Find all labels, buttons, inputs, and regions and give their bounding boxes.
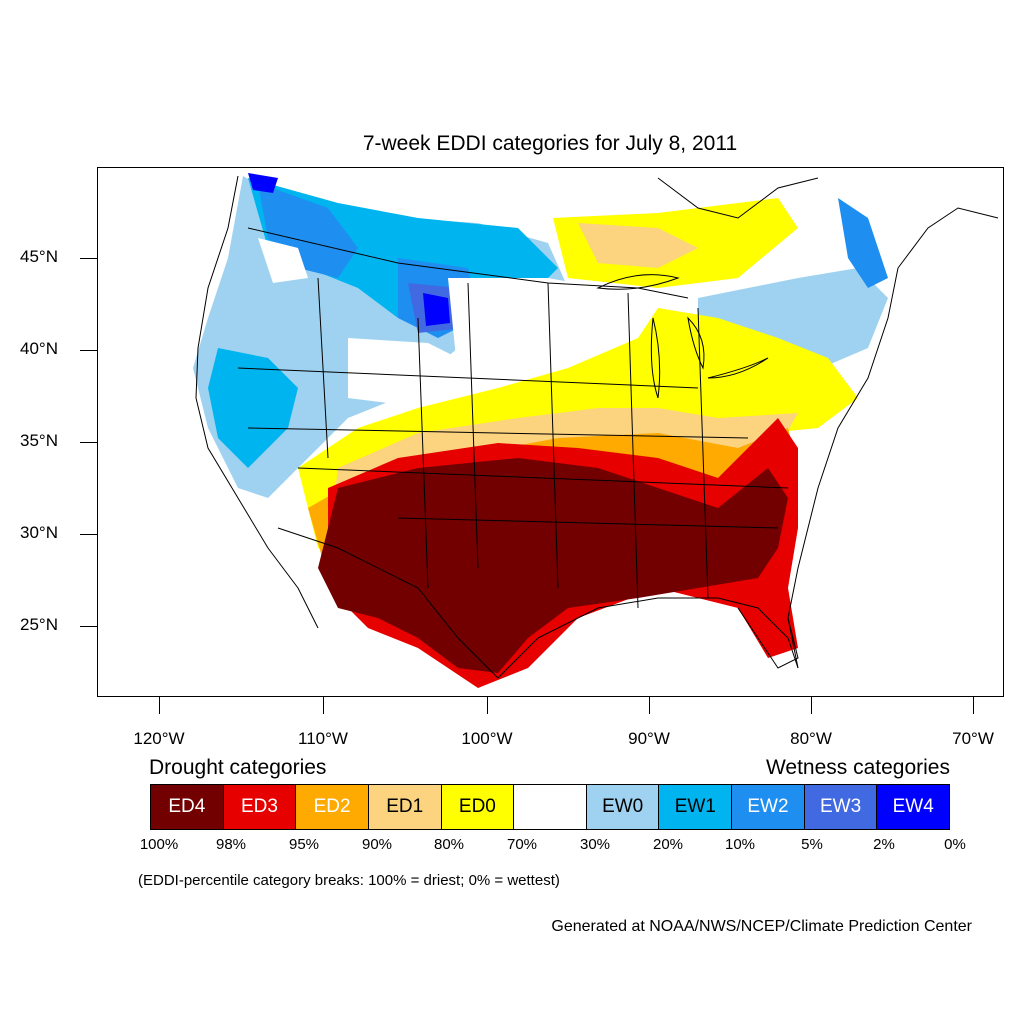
pct-label: 80% [433,836,465,853]
lake-erie [707,357,769,379]
legend-ew2: EW2 [732,785,805,829]
lon-tick-90 [649,697,650,714]
region-white-southwest [228,488,298,588]
wetness-heading: Wetness categories [765,756,950,779]
region-ed1-north [578,223,698,268]
florida [737,607,799,669]
lon-label-120: 120°W [133,729,185,748]
legend-ew1: EW1 [659,785,733,829]
eddi-map [97,167,1004,697]
lat-label-45: 45°N [20,247,58,266]
map-title: 7-week EDDI categories for July 8, 2011 [362,132,738,155]
pct-label: 5% [801,836,823,853]
state-grid-2 [237,367,789,529]
lake-michigan [650,317,661,399]
hudson-bay-coast [657,177,819,219]
lat-tick-30 [80,534,97,535]
lat-tick-25 [80,626,97,627]
region-white-central [348,338,478,408]
lat-label-35: 35°N [20,431,58,450]
lat-label-25: 25°N [20,615,58,634]
legend-ew3: EW3 [804,785,878,829]
lon-label-70: 70°W [952,729,994,748]
land-shading [193,173,888,688]
state-boundaries [195,175,999,679]
lat-tick-40 [80,350,97,351]
lon-tick-110 [323,697,324,714]
coastline-gulf [497,597,799,679]
lon-label-80: 80°W [790,729,832,748]
region-ew1-west [208,348,298,468]
legend-ed0: ED0 [441,785,515,829]
region-ew4-nw [248,173,278,193]
lon-tick-100 [487,697,488,714]
region-ew2-ne [838,198,888,288]
pct-label: 30% [579,836,611,853]
lon-tick-80 [811,697,812,714]
lon-tick-70 [973,697,974,714]
region-white-west [258,238,308,283]
region-ew4 [423,293,450,326]
maritime-coast [897,207,999,269]
lake-huron [687,316,705,370]
pct-label: 98% [215,836,247,853]
region-ew2-northwest [258,183,358,278]
legend-ew0: EW0 [586,785,660,829]
pct-label: 90% [361,836,393,853]
pct-label: 95% [288,836,320,853]
pct-label: 70% [506,836,538,853]
pct-label: 20% [652,836,684,853]
pct-label: 0% [944,836,966,853]
lat-label-30: 30°N [20,523,58,542]
legend-neutral [514,785,587,829]
category-legend: ED4 ED3 ED2 ED1 ED0 EW0 EW1 EW2 EW3 EW4 [150,784,950,830]
legend-ed3: ED3 [223,785,297,829]
coastline-west [195,175,319,629]
lon-label-100: 100°W [461,729,513,748]
legend-ed2: ED2 [296,785,369,829]
drought-heading: Drought categories [149,756,327,779]
region-ed4 [318,458,788,673]
state-grid-1 [317,277,709,609]
legend-ew4: EW4 [877,785,950,829]
lon-tick-120 [159,697,160,714]
map-canvas [193,173,999,688]
pct-label: 10% [724,836,756,853]
legend-ed1: ED1 [368,785,442,829]
pct-label: 100% [139,836,179,853]
lat-tick-35 [80,442,97,443]
legend-ed4: ED4 [151,785,224,829]
lake-superior [596,274,680,290]
border-mexico [277,527,499,679]
lon-label-90: 90°W [628,729,670,748]
pct-label: 2% [873,836,895,853]
lon-label-110: 110°W [298,729,348,748]
credit-text: Generated at NOAA/NWS/NCEP/Climate Predi… [551,918,972,935]
lat-tick-45 [80,258,97,259]
lat-label-40: 40°N [20,339,58,358]
category-note: (EDDI-percentile category breaks: 100% =… [138,872,560,889]
coastline-east [787,267,899,669]
